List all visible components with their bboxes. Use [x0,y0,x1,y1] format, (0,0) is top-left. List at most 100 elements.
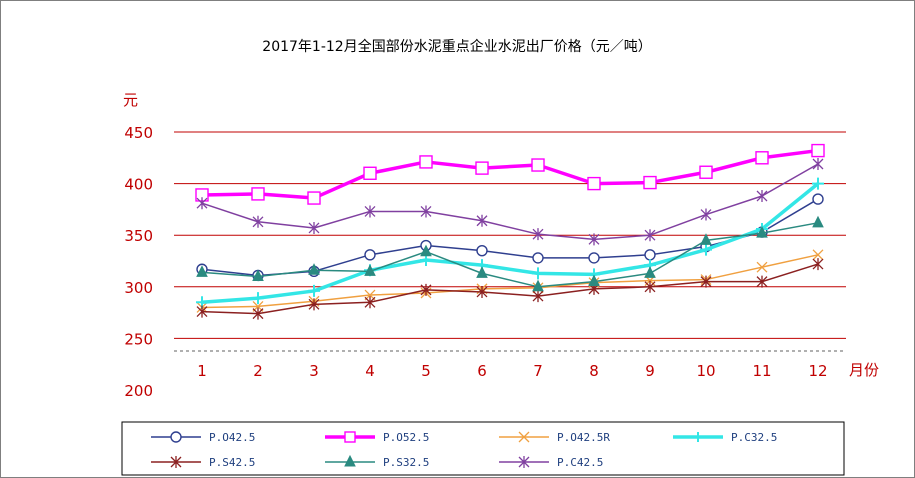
x-tick-label: 8 [589,362,599,380]
data-point [308,221,320,234]
legend-label: P.S42.5 [209,456,255,469]
data-point [756,226,768,238]
legend-label: P.O52.5 [383,431,429,444]
data-point [476,266,488,278]
data-point [308,298,320,311]
data-point [196,265,208,277]
y-tick-label: 300 [124,279,153,297]
data-point [364,296,376,309]
data-point [756,261,768,273]
data-point [518,431,530,443]
x-tick-label: 1 [197,362,207,380]
data-point [420,283,432,296]
x-ticks: 1 2 3 4 5 6 7 8 9 10 11 12 [197,362,827,380]
legend-item: P.O42.5R [499,431,610,444]
data-point [170,456,182,468]
grid [174,131,846,352]
y-ticks: 200 250 300 350 400 450 [124,124,153,400]
data-point [252,307,264,320]
data-point [364,264,376,276]
data-point [344,431,356,443]
data-point [364,205,376,218]
x-tick-label: 11 [752,362,771,380]
legend-item: P.S32.5 [325,454,429,469]
y-tick-label: 450 [124,124,153,142]
data-point [251,187,265,201]
data-point [420,205,432,218]
legend-label: P.C42.5 [557,456,603,469]
x-tick-label: 9 [645,362,655,380]
data-point [252,269,264,281]
data-point [693,432,703,442]
data-point [532,252,544,264]
legend-item: P.C42.5 [499,456,603,469]
legend-label: P.C32.5 [731,431,777,444]
data-point [644,280,656,293]
series-p-s32-5 [196,215,824,292]
legend-box [121,421,845,476]
data-point [811,143,825,158]
x-tick-label: 5 [421,362,431,380]
series-line [201,182,820,305]
data-point [644,249,656,261]
data-point [532,279,544,292]
data-point [532,228,544,241]
series-line [201,163,819,241]
data-point [196,305,208,318]
y-tick-label: 250 [124,330,153,348]
data-point [307,191,321,205]
data-point [644,266,656,278]
data-point [532,267,544,280]
data-point [699,165,713,179]
data-point [812,157,824,170]
x-tick-label: 10 [696,362,715,380]
data-point [700,275,712,288]
legend-item: P.S42.5 [151,456,255,469]
data-point [476,244,488,257]
series-line [201,263,819,315]
data-point [588,274,600,287]
data-point [420,244,432,257]
legend-label: P.O42.5R [557,431,610,444]
data-point [364,249,376,261]
legend-label: P.S32.5 [383,456,429,469]
data-point [812,193,824,205]
series-p-c42-5 [196,157,824,246]
y-axis-label: 元 [123,91,138,109]
legend-item: P.O42.5 [151,431,255,444]
data-point [587,176,601,191]
x-axis-label: 月份 [849,361,879,379]
data-point [812,177,824,190]
data-point [588,252,600,264]
data-point [532,290,544,303]
data-point [476,285,488,298]
data-point [700,243,712,256]
legend: P.O42.5 P.O52.5 P.O42.5R P.C32.5 P.S42.5 P.S3… [151,431,777,469]
y-tick-label: 400 [124,176,153,194]
data-point [419,155,433,169]
legend-item: P.O52.5 [325,431,429,444]
legend-label: P.O42.5 [209,431,255,444]
series-line [201,148,819,200]
data-point [588,233,600,246]
data-point [518,456,530,468]
x-tick-label: 6 [477,362,487,380]
x-tick-label: 4 [365,362,375,380]
data-point [812,249,824,261]
data-point [644,229,656,242]
data-point [531,158,545,172]
series-line [201,222,819,288]
series-p-o52-5 [195,143,825,205]
data-point [252,292,264,305]
data-point [643,175,657,190]
data-point [344,454,356,467]
y-tick-label: 200 [124,382,153,400]
data-point [755,151,769,165]
chart-title: 2017年1-12月全国部份水泥重点企业水泥出厂价格（元／吨） [262,38,651,55]
data-point [476,214,488,227]
series-group [195,143,825,320]
x-tick-label: 7 [533,362,543,380]
data-point [700,208,712,221]
